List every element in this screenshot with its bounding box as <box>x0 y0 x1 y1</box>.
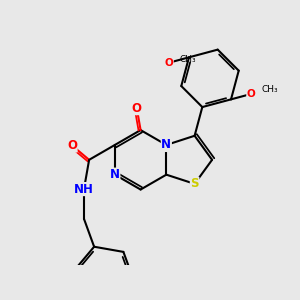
Text: CH₃: CH₃ <box>262 85 278 94</box>
Text: O: O <box>67 139 77 152</box>
Text: O: O <box>164 58 173 68</box>
Text: CH₃: CH₃ <box>179 55 196 64</box>
Text: NH: NH <box>74 183 94 196</box>
Text: N: N <box>110 168 120 181</box>
Text: N: N <box>161 138 171 152</box>
Text: S: S <box>190 177 199 190</box>
Text: O: O <box>247 89 256 99</box>
Text: O: O <box>132 102 142 115</box>
